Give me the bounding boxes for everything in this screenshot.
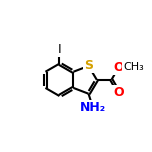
Text: NH₂: NH₂ bbox=[80, 101, 106, 114]
Text: O: O bbox=[113, 86, 124, 99]
Text: CH₃: CH₃ bbox=[123, 62, 144, 72]
Text: I: I bbox=[58, 43, 61, 55]
Text: O: O bbox=[113, 61, 124, 74]
Text: S: S bbox=[84, 59, 93, 73]
